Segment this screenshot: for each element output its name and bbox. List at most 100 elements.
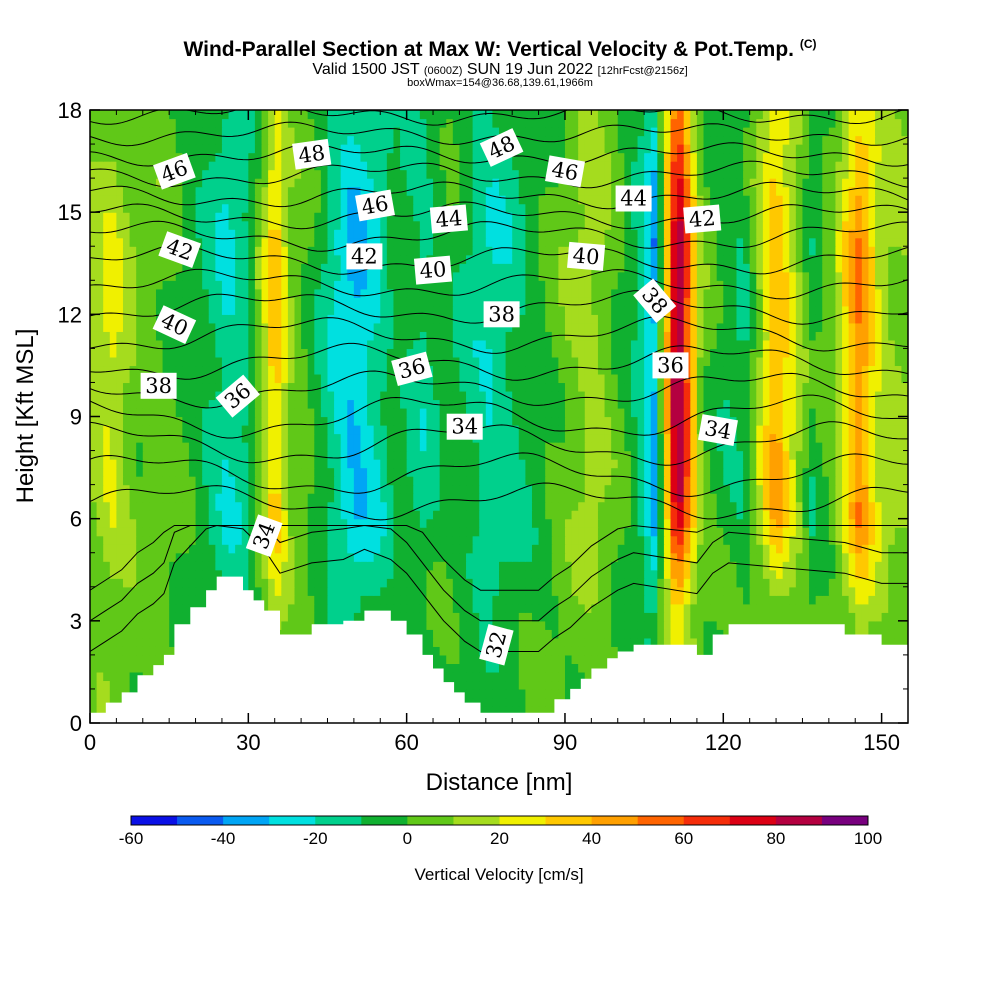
field-cell (789, 425, 797, 435)
field-cell (492, 535, 500, 545)
field-cell (762, 527, 771, 537)
field-cell (564, 688, 573, 699)
field-cell (136, 603, 144, 613)
field-cell (406, 629, 414, 639)
field-cell (505, 416, 513, 426)
field-cell (505, 433, 513, 443)
field-cell (103, 544, 111, 554)
field-cell (743, 578, 751, 588)
field-cell (340, 578, 348, 588)
field-cell (334, 518, 342, 528)
field-cell (578, 476, 586, 486)
field-cell (360, 442, 368, 452)
field-cell (386, 595, 395, 605)
field-cell (320, 510, 329, 520)
field-cell (637, 603, 645, 613)
field-cell (558, 569, 566, 579)
field-cell (868, 518, 876, 528)
field-cell (373, 399, 381, 409)
field-cell (221, 552, 230, 562)
field-cell (334, 476, 342, 486)
field-cell (433, 416, 441, 426)
field-cell (743, 544, 751, 554)
field-cell (459, 646, 467, 656)
field-cell (690, 493, 698, 503)
field-cell (743, 569, 751, 579)
field-cell (551, 595, 559, 605)
field-cell (835, 467, 843, 477)
field-cell (281, 518, 289, 528)
field-cell (637, 586, 645, 596)
field-cell (175, 586, 183, 596)
field-cell (855, 569, 863, 579)
field-cell (499, 595, 507, 605)
field-cell (499, 476, 507, 486)
field-cell (142, 544, 150, 554)
field-cell (842, 399, 850, 409)
field-cell (558, 484, 566, 494)
field-cell (551, 654, 559, 664)
field-cell (439, 527, 447, 537)
field-cell (538, 467, 546, 477)
field-cell (122, 459, 131, 469)
field-cell (235, 535, 243, 545)
field-cell (545, 620, 553, 630)
field-cell (848, 425, 856, 435)
field-cell (716, 510, 724, 520)
field-cell (320, 544, 329, 554)
field-cell (400, 612, 408, 622)
field-cell (875, 569, 883, 579)
field-cell (716, 586, 724, 596)
field-cell (202, 510, 210, 520)
field-cell (756, 476, 764, 486)
field-cell (466, 382, 474, 392)
field-cell (446, 603, 454, 613)
field-cell (340, 382, 348, 392)
field-cell (696, 459, 705, 469)
field-cell (551, 527, 559, 537)
field-cell (103, 671, 111, 682)
field-cell (716, 484, 724, 494)
field-cell (525, 484, 533, 494)
field-cell (446, 467, 454, 477)
field-cell (703, 390, 711, 401)
field-cell (670, 637, 678, 647)
field-cell (743, 484, 751, 494)
field-cell (855, 484, 863, 494)
field-cell (650, 510, 658, 520)
field-cell (182, 399, 190, 409)
field-cell (96, 544, 104, 554)
field-cell (901, 586, 908, 596)
field-cell (756, 390, 764, 401)
field-cell (426, 586, 434, 596)
field-cell (696, 544, 705, 554)
field-cell (281, 612, 289, 622)
field-cell (894, 382, 903, 392)
field-cell (703, 544, 711, 554)
field-cell (142, 561, 150, 571)
field-cell (822, 450, 830, 460)
field-cell (677, 629, 685, 639)
field-cell (578, 637, 586, 647)
field-cell (155, 561, 164, 571)
field-cell (815, 501, 823, 511)
field-cell (624, 612, 632, 622)
field-cell (413, 527, 421, 537)
field-cell (433, 407, 441, 418)
field-cell (756, 493, 764, 503)
field-cell (505, 603, 513, 613)
field-cell (584, 459, 592, 469)
field-cell (822, 416, 830, 426)
field-cell (195, 561, 203, 571)
field-cell (597, 586, 606, 596)
field-cell (729, 399, 738, 409)
field-cell (644, 476, 652, 486)
field-cell (518, 680, 526, 690)
field-cell (683, 518, 691, 528)
field-cell (696, 535, 705, 545)
field-cell (433, 527, 441, 537)
field-cell (155, 416, 164, 426)
field-cell (650, 569, 658, 579)
field-cell (644, 544, 652, 554)
field-cell (604, 552, 612, 562)
